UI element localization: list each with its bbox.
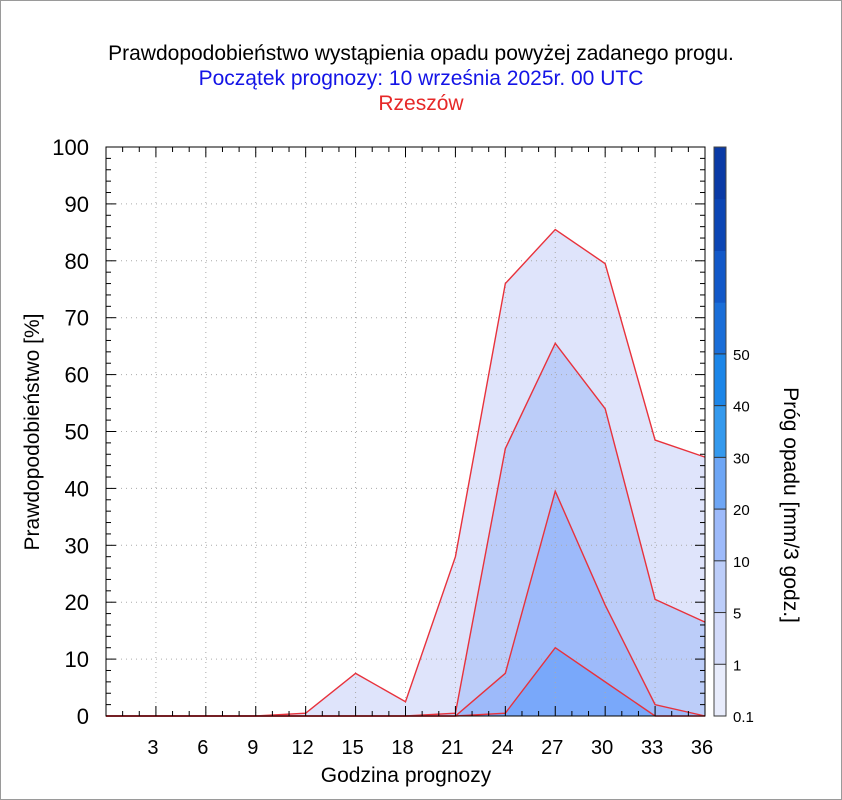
y-tick-label: 60 [65, 363, 89, 388]
colorbar-tick-label: 30 [733, 450, 750, 467]
y-tick-label: 50 [65, 420, 89, 445]
x-tick-label: 6 [197, 737, 208, 759]
colorbar-tick-label: 50 [733, 347, 750, 364]
chart-title: Prawdopodobieństwo wystąpienia opadu pow… [108, 42, 734, 65]
x-tick-label: 9 [247, 737, 258, 759]
y-tick-label: 20 [65, 590, 89, 615]
x-tick-labels: 3 6 9 12 15 18 21 24 27 30 33 36 [147, 737, 713, 759]
colorbar: 0.1 1 5 10 20 30 40 50 [713, 146, 754, 726]
colorbar-tick-label: 40 [733, 399, 750, 416]
y-tick-labels: 0 10 20 30 40 50 60 70 80 90 100 [52, 135, 89, 729]
colorbar-tick-label: 0.1 [733, 709, 754, 726]
x-tick-label: 15 [341, 737, 363, 759]
x-tick-label: 12 [292, 737, 314, 759]
x-axis-label: Godzina prognozy [321, 764, 492, 787]
y-tick-label: 10 [65, 647, 89, 672]
colorbar-tick-label: 20 [733, 502, 750, 519]
colorbar-label: Próg opadu [mm/3 godz.] [779, 387, 802, 623]
colorbar-tick-label: 1 [733, 657, 741, 674]
colorbar-band [714, 405, 726, 458]
y-tick-label: 40 [65, 476, 89, 501]
y-tick-label: 90 [65, 192, 89, 217]
forecast-start-subtitle: Początek prognozy: 10 września 2025r. 00… [198, 67, 644, 90]
x-tick-label: 33 [641, 737, 663, 759]
y-tick-label: 100 [52, 135, 89, 160]
x-tick-label: 18 [391, 737, 413, 759]
x-tick-label: 3 [147, 737, 158, 759]
colorbar-band [714, 353, 726, 407]
y-axis-label: Prawdopodobieństwo [%] [21, 314, 44, 551]
colorbar-band [714, 147, 726, 200]
location-subtitle: Rzeszów [378, 92, 464, 115]
colorbar-band [714, 457, 726, 510]
x-tick-label: 21 [441, 737, 463, 759]
x-tick-label: 24 [491, 737, 513, 759]
x-tick-label: 30 [591, 737, 613, 759]
x-tick-label: 36 [691, 737, 713, 759]
colorbar-tick-label: 5 [733, 606, 741, 623]
colorbar-band [714, 612, 726, 665]
colorbar-band [714, 250, 726, 303]
colorbar-tick-label: 10 [733, 554, 750, 571]
colorbar-band [714, 560, 726, 614]
colorbar-band [714, 664, 726, 717]
y-tick-label: 0 [77, 704, 89, 729]
y-tick-label: 70 [65, 306, 89, 331]
colorbar-band [714, 509, 726, 562]
axis-ticks [105, 146, 706, 717]
y-tick-label: 30 [65, 533, 89, 558]
y-tick-label: 80 [65, 249, 89, 274]
area-threshold-10 [106, 647, 705, 716]
colorbar-band [714, 302, 726, 355]
colorbar-band [714, 198, 726, 251]
x-tick-label: 27 [541, 737, 563, 759]
